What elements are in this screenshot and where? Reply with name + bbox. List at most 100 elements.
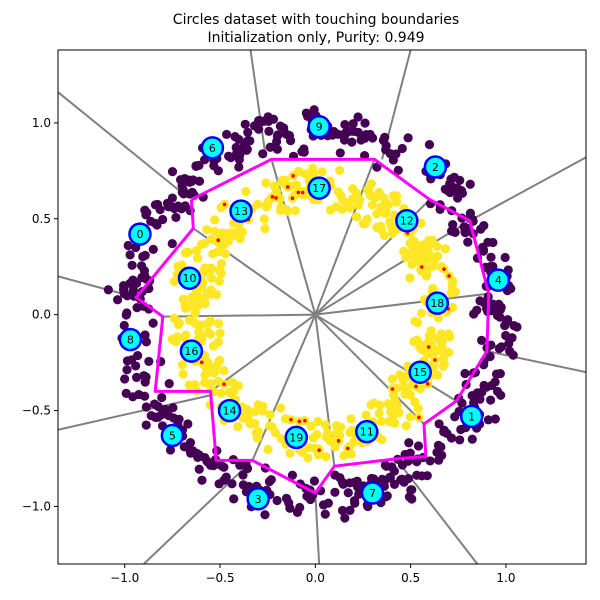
point-0-344: [264, 477, 275, 487]
point-0-469: [345, 126, 355, 136]
center-marker-5: [160, 423, 185, 448]
point-1-382: [308, 169, 318, 179]
point-1-472: [313, 450, 324, 460]
center-label-1: 1: [468, 410, 475, 423]
point-1-407: [213, 337, 224, 347]
point-1-116: [192, 253, 203, 263]
point-1-243: [217, 228, 227, 238]
region-line-1: [249, 50, 267, 158]
point-1-400: [366, 179, 377, 189]
point-1-353: [194, 327, 204, 337]
point-0-398: [439, 427, 449, 437]
point-0-190: [148, 244, 158, 254]
chart-title: Circles dataset with touching boundaries: [173, 12, 459, 28]
misassigned-marker-335: [433, 358, 437, 362]
point-0-72: [477, 335, 487, 345]
point-0-13: [340, 119, 350, 130]
center-label-16: 16: [184, 345, 198, 358]
center-label-3: 3: [255, 493, 262, 506]
point-1-432: [428, 283, 438, 294]
point-0-352: [141, 420, 151, 430]
point-0-281: [234, 162, 244, 172]
point-1-170: [169, 276, 179, 287]
point-0-172: [240, 119, 250, 129]
center-label-7: 7: [369, 487, 376, 500]
center-marker-11: [355, 419, 379, 444]
center-15: 15: [408, 360, 432, 384]
center-marker-0: [128, 222, 152, 246]
center-marker-6: [200, 136, 225, 160]
point-0-284: [125, 250, 135, 260]
point-1-470: [213, 246, 223, 257]
point-0-235: [333, 129, 343, 140]
misassigned-marker-300: [417, 415, 421, 420]
point-0-411: [372, 162, 382, 172]
point-0-260: [131, 278, 142, 288]
point-1-482: [193, 301, 203, 311]
point-0-479: [119, 320, 129, 331]
point-1-485: [343, 198, 353, 208]
point-0-232: [229, 494, 239, 504]
point-1-497: [421, 271, 431, 281]
point-1-362: [209, 226, 220, 236]
point-0-465: [127, 260, 137, 270]
point-0-195: [512, 322, 522, 332]
point-0-144: [485, 351, 495, 362]
point-0-87: [335, 148, 345, 158]
center-marker-12: [395, 208, 419, 233]
region-line-15: [314, 219, 471, 316]
point-0-442: [168, 403, 178, 413]
point-0-299: [309, 105, 319, 115]
point-1-189: [412, 318, 423, 328]
point-1-447: [432, 251, 443, 261]
point-1-403: [169, 313, 179, 324]
inner-boundary-line: [134, 157, 491, 495]
point-1-141: [290, 206, 300, 216]
x-tick-label-2: 0.0: [306, 571, 325, 585]
point-1-268: [401, 421, 411, 431]
region-line-6: [314, 492, 321, 564]
point-1-78: [178, 369, 188, 379]
y-axis: −1.0 −0.5 0.0 0.5 1.0: [22, 116, 58, 513]
center-marker-4: [486, 268, 511, 292]
point-0-464: [227, 479, 237, 489]
point-1-462: [203, 358, 213, 368]
region-line-21: [209, 313, 316, 393]
y-tick-label-4: 1.0: [32, 116, 51, 130]
point-0-290: [183, 419, 193, 429]
point-0-459: [162, 198, 173, 208]
point-1-342: [188, 317, 198, 327]
center-label-13: 13: [234, 205, 248, 218]
misassigned-marker-14: [447, 274, 451, 278]
point-0-497: [496, 302, 506, 312]
point-0-287: [272, 144, 282, 154]
point-0-289: [320, 509, 330, 519]
point-1-397: [277, 176, 287, 186]
point-1-38: [351, 212, 362, 222]
center-label-18: 18: [430, 297, 444, 310]
point-1-398: [252, 433, 262, 443]
point-0-341: [422, 471, 432, 481]
point-1-22: [191, 246, 202, 256]
point-0-242: [163, 410, 174, 421]
center-8: 8: [118, 327, 143, 352]
point-1-198: [320, 420, 331, 430]
point-0-488: [167, 167, 178, 177]
misassigned-marker-5: [390, 387, 395, 391]
point-1-125: [203, 327, 213, 337]
data-points: [103, 105, 522, 523]
point-0-434: [281, 493, 292, 503]
point-0-2: [403, 133, 413, 143]
point-1-390: [197, 282, 207, 292]
point-0-220: [455, 435, 465, 445]
point-1-442: [238, 413, 248, 423]
y-tick-label-1: −0.5: [22, 404, 51, 418]
misassigned-marker-207: [270, 195, 275, 199]
point-0-308: [165, 445, 176, 455]
point-1-328: [216, 388, 226, 398]
point-1-117: [405, 390, 415, 400]
point-0-428: [412, 470, 422, 480]
point-0-342: [457, 398, 467, 408]
point-1-484: [416, 308, 427, 318]
